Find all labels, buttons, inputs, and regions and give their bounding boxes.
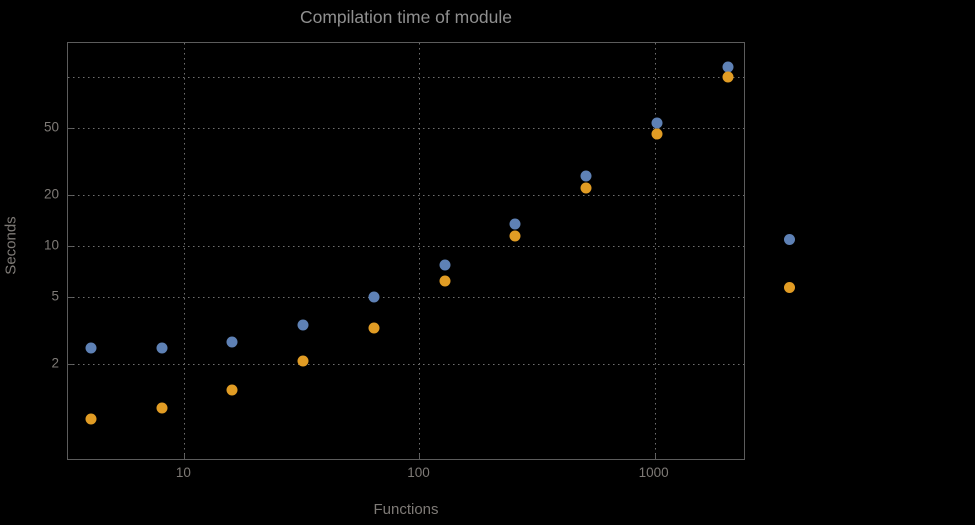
x-gridline xyxy=(654,43,656,459)
x-gridline xyxy=(184,43,186,459)
data-point-series-1-blue xyxy=(439,259,451,271)
y-gridline xyxy=(68,246,744,248)
y-gridline xyxy=(68,77,744,79)
data-point-series-2-orange xyxy=(439,275,451,287)
y-tick-mark xyxy=(68,297,73,299)
x-axis-label: Functions xyxy=(373,501,439,518)
y-tick-label: 5 xyxy=(51,288,59,304)
data-point-series-1-blue xyxy=(509,218,521,230)
data-point-series-2-orange xyxy=(226,384,238,396)
y-tick-label: 20 xyxy=(43,186,59,202)
data-point-series-1-blue xyxy=(651,117,663,129)
y-tick-mark xyxy=(68,195,73,197)
x-tick-label: 1000 xyxy=(638,465,669,480)
data-point-series-1-blue xyxy=(580,170,592,182)
x-tick-label: 100 xyxy=(407,465,430,480)
legend-marker-series-2 xyxy=(784,282,795,293)
data-point-series-2-orange xyxy=(580,182,592,194)
data-point-series-1-blue xyxy=(368,291,380,303)
legend-marker-series-1 xyxy=(784,234,795,245)
plot-area xyxy=(67,42,745,460)
data-point-series-1-blue xyxy=(297,319,309,331)
x-tick-mark xyxy=(419,454,421,459)
x-tick-mark xyxy=(654,454,656,459)
y-tick-label: 50 xyxy=(43,119,59,135)
y-gridline xyxy=(68,297,744,299)
x-tick-mark xyxy=(184,454,186,459)
data-point-series-2-orange xyxy=(722,71,734,83)
y-tick-mark xyxy=(68,128,73,130)
data-point-series-1-blue xyxy=(85,342,97,354)
y-gridline xyxy=(68,195,744,197)
data-point-series-2-orange xyxy=(297,355,309,367)
y-tick-label: 2 xyxy=(51,355,59,371)
y-tick-label: 10 xyxy=(43,237,59,253)
y-gridline xyxy=(68,128,744,130)
data-point-series-1-blue xyxy=(722,61,734,73)
x-gridline xyxy=(419,43,421,459)
data-point-series-1-blue xyxy=(156,342,168,354)
chart-title: Compilation time of module xyxy=(299,7,513,27)
y-gridline xyxy=(68,364,744,366)
x-tick-label: 10 xyxy=(175,465,191,480)
y-tick-mark xyxy=(68,246,73,248)
data-point-series-2-orange xyxy=(368,322,380,334)
data-point-series-2-orange xyxy=(156,402,168,414)
y-tick-mark xyxy=(68,364,73,366)
data-point-series-1-blue xyxy=(226,336,238,348)
data-point-series-2-orange xyxy=(509,230,521,242)
data-point-series-2-orange xyxy=(651,128,663,140)
data-point-series-2-orange xyxy=(85,413,97,425)
